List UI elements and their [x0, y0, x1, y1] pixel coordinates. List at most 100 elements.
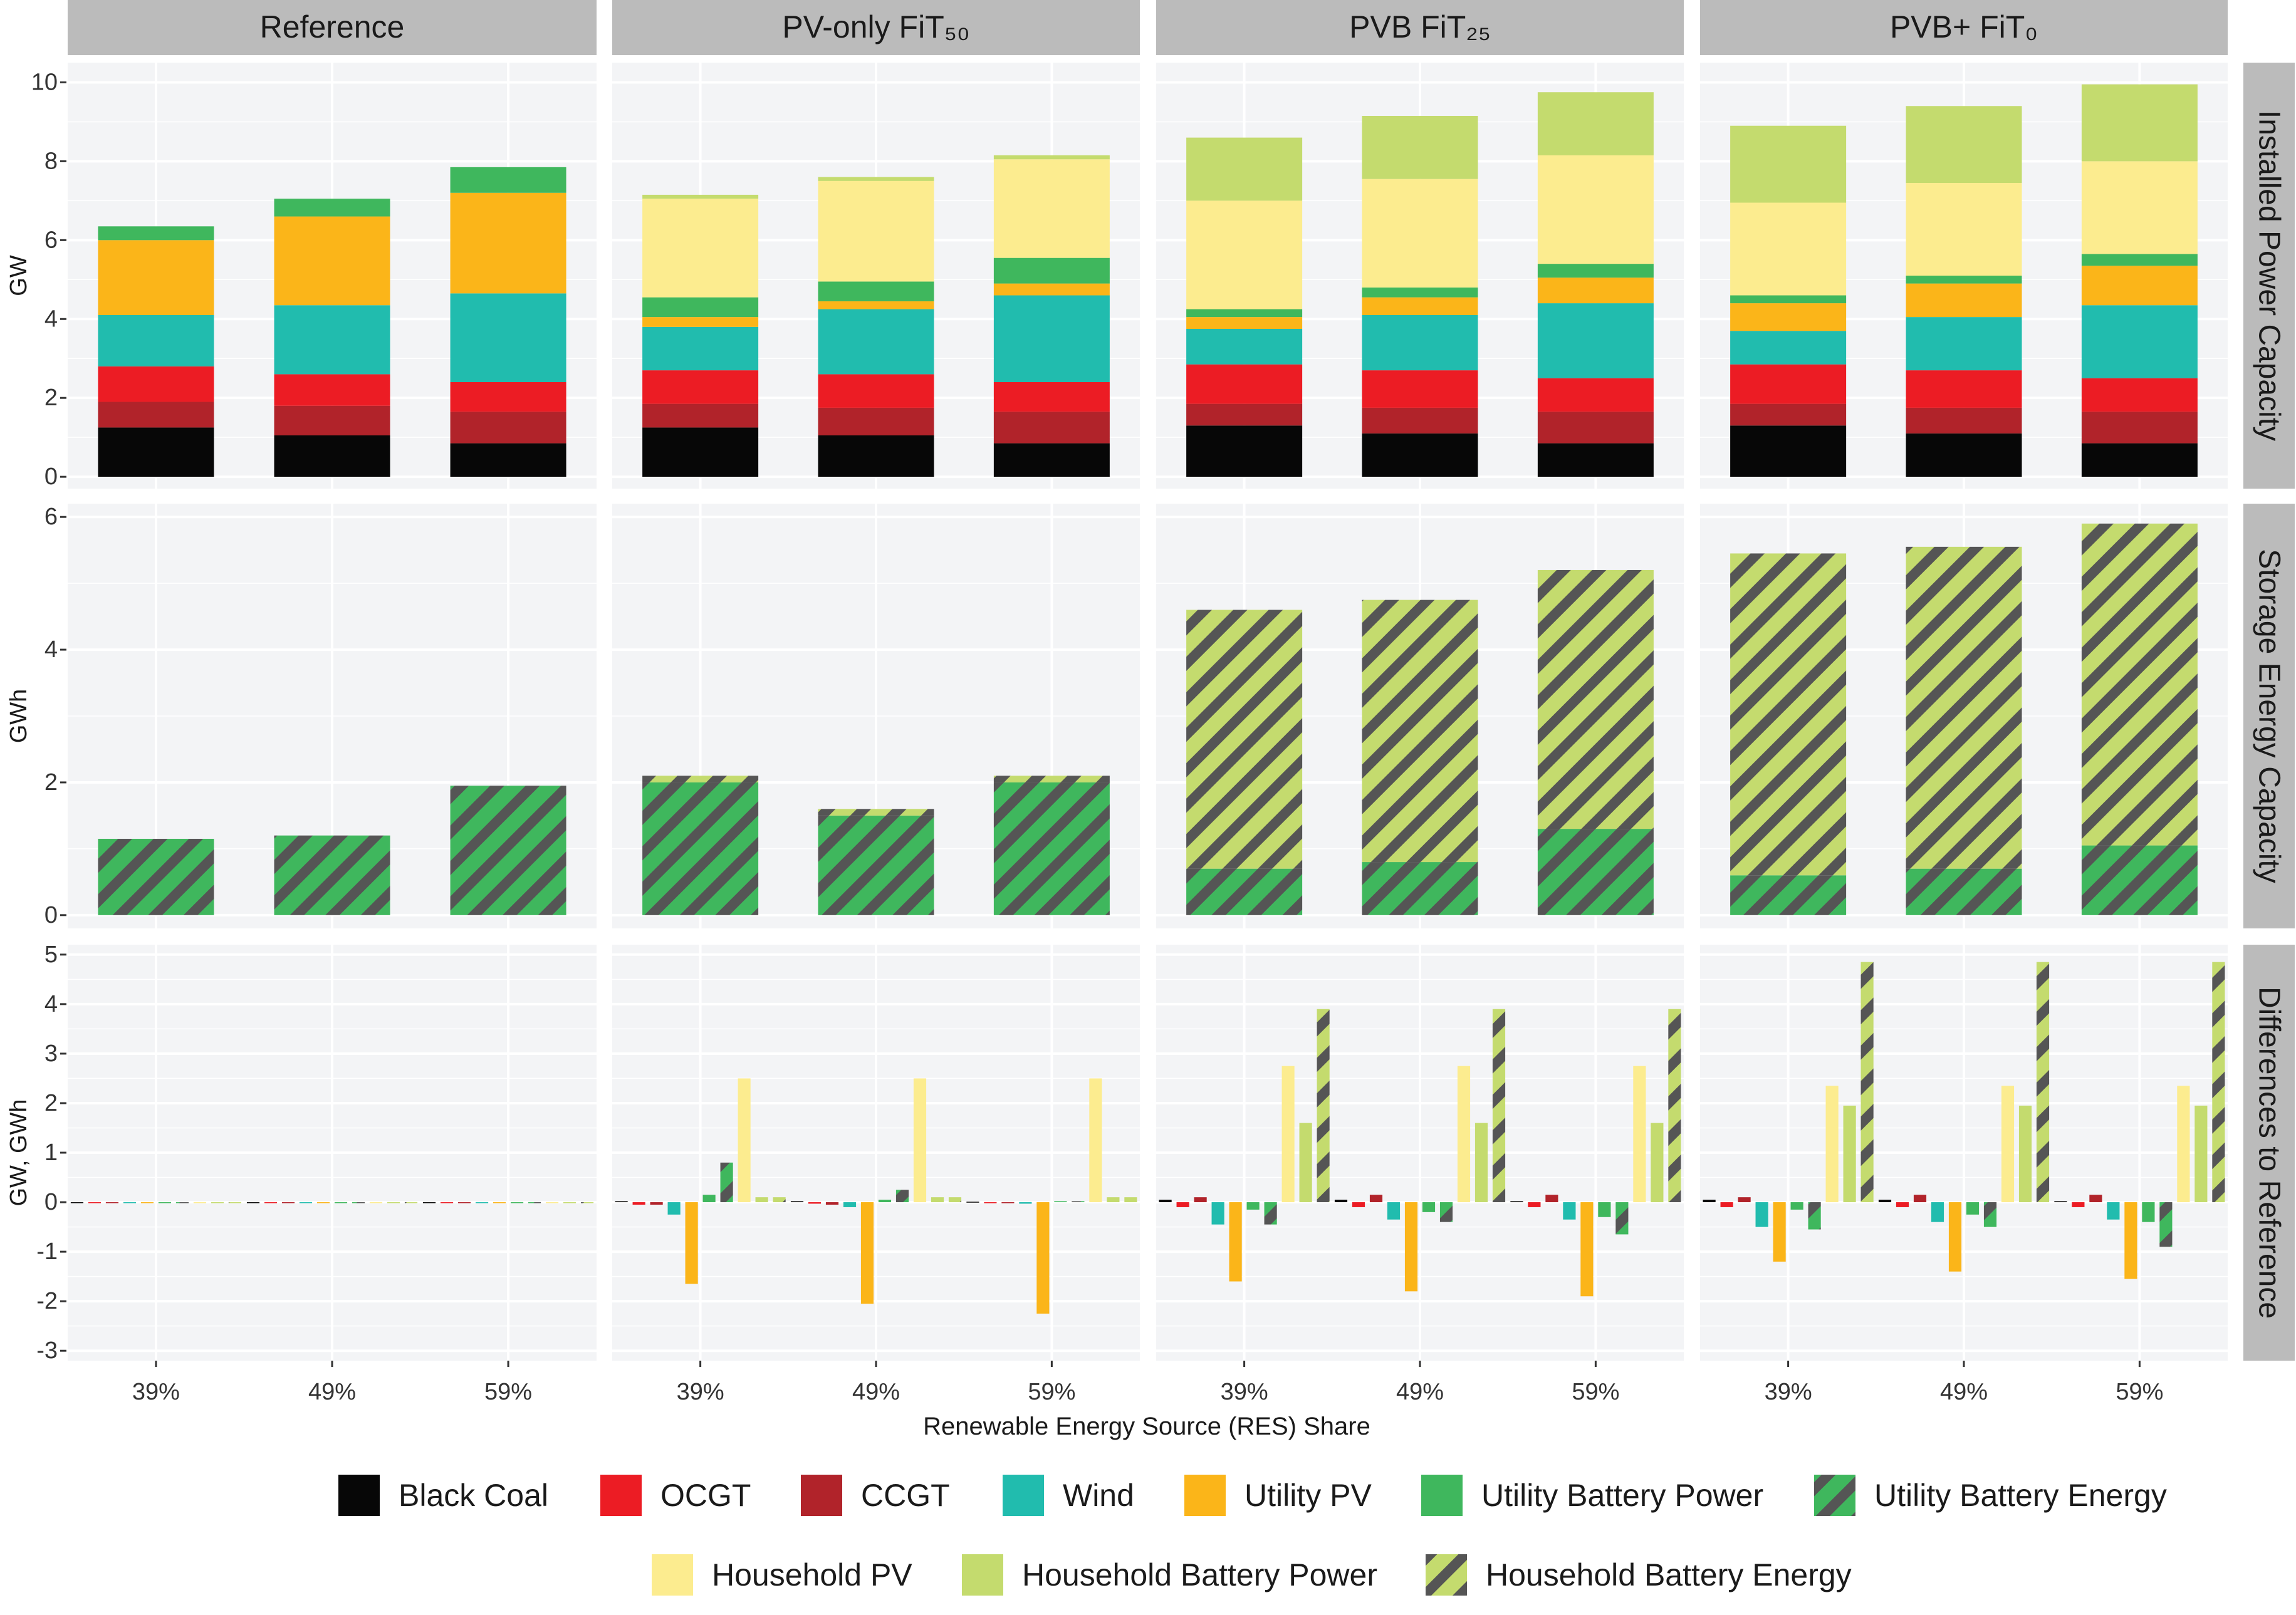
bar-utility-pv — [1948, 1202, 1962, 1272]
bar-ccgt — [642, 403, 759, 428]
bar-ocgt — [450, 382, 566, 412]
bar-utility-battery-power — [1598, 1202, 1611, 1217]
bar-ccgt — [1362, 407, 1478, 434]
legend-item-household-battery-energy: Household Battery Energy — [1426, 1554, 1852, 1596]
panel-title: Reference — [260, 9, 405, 44]
bar-black-coal — [1730, 425, 1847, 477]
bar-black-coal — [615, 1201, 628, 1203]
row-strip-label: Storage Energy Capacity — [2253, 549, 2286, 883]
panel-strip-1 — [68, 0, 597, 55]
x-tick-label: 59% — [484, 1379, 532, 1405]
bar-wind — [1931, 1202, 1944, 1222]
y-tick-label: -1 — [36, 1239, 58, 1265]
bar-household-battery-power — [563, 1202, 577, 1203]
row-strip-1 — [2243, 63, 2295, 489]
bar-household-pv — [1730, 202, 1847, 296]
bar-black-coal — [1510, 1201, 1523, 1203]
legend-label: Household PV — [712, 1557, 912, 1592]
bar-ocgt — [98, 366, 214, 402]
bar-household-battery-energy — [1860, 962, 1874, 1203]
bar-ocgt — [1906, 370, 2022, 408]
bar-household-battery-energy — [1730, 553, 1847, 876]
bar-ocgt — [2072, 1202, 2085, 1207]
bar-household-battery-power — [1186, 137, 1303, 201]
bar-utility-pv — [818, 301, 934, 309]
bar-ccgt — [98, 402, 214, 428]
bar-utility-battery-energy — [1983, 1202, 1997, 1227]
bar-household-pv — [993, 159, 1110, 258]
bar-household-battery-power — [1362, 116, 1478, 179]
y-axis-label: GWh — [6, 689, 32, 744]
bar-utility-battery-energy — [1362, 862, 1478, 915]
y-tick-label: -3 — [36, 1337, 58, 1364]
bar-household-battery-power — [1651, 1123, 1664, 1203]
panel-strip-3 — [1156, 0, 1684, 55]
bar-ocgt — [1352, 1202, 1365, 1207]
y-tick-label: 0 — [44, 1189, 58, 1215]
legend-swatch — [600, 1475, 642, 1516]
bar-ocgt — [1896, 1202, 1909, 1207]
bar-household-pv — [2081, 161, 2198, 254]
y-tick-label: 6 — [44, 504, 58, 530]
bar-utility-pv — [1730, 303, 1847, 331]
bar-ccgt — [1913, 1195, 1927, 1203]
bar-household-battery-power — [1730, 125, 1847, 203]
bar-utility-battery-energy — [1072, 1201, 1085, 1203]
bar-black-coal — [450, 443, 566, 477]
bar-ccgt — [650, 1202, 663, 1205]
x-tick-label: 59% — [1028, 1379, 1075, 1405]
bar-ocgt — [1186, 364, 1303, 404]
bar-utility-pv — [993, 283, 1110, 296]
legend-item-wind: Wind — [1003, 1475, 1134, 1516]
panel-strip-4 — [1700, 0, 2228, 55]
bar-household-pv — [1906, 183, 2022, 276]
bar-household-battery-energy — [773, 1197, 786, 1203]
bar-black-coal — [1537, 443, 1654, 477]
bar-utility-battery-energy — [895, 1190, 909, 1203]
bar-household-battery-power — [931, 1197, 944, 1203]
panel-title: PVB+ FiT₀ — [1890, 9, 2038, 44]
bar-black-coal — [642, 427, 759, 477]
bar-black-coal — [1703, 1200, 1716, 1203]
bar-ocgt — [1528, 1202, 1541, 1207]
bar-utility-battery-power — [274, 199, 390, 217]
y-tick-label: 5 — [44, 942, 58, 968]
bar-utility-pv — [685, 1202, 698, 1284]
bar-ccgt — [450, 412, 566, 444]
bar-ccgt — [2081, 412, 2198, 444]
bar-utility-battery-power — [1186, 309, 1303, 318]
legend-label: OCGT — [660, 1478, 751, 1513]
bar-ccgt — [1906, 407, 2022, 434]
bar-ocgt — [1362, 370, 1478, 408]
bar-utility-pv — [493, 1202, 506, 1203]
bar-utility-battery-energy — [1439, 1202, 1453, 1222]
bar-household-battery-power — [2194, 1105, 2208, 1203]
bar-black-coal — [818, 435, 934, 477]
bar-ocgt — [1176, 1202, 1189, 1207]
bar-household-battery-power — [387, 1202, 400, 1203]
bar-wind — [450, 293, 566, 382]
legend-label: Household Battery Power — [1022, 1557, 1377, 1592]
bar-wind — [1563, 1202, 1576, 1220]
bar-utility-pv — [1580, 1202, 1594, 1297]
bar-black-coal — [2054, 1201, 2067, 1203]
bar-black-coal — [1878, 1200, 1892, 1203]
bar-utility-battery-energy — [720, 1162, 733, 1203]
x-tick-label: 39% — [677, 1379, 724, 1405]
x-tick-label: 59% — [1572, 1379, 1619, 1405]
bar-household-battery-energy — [2081, 523, 2198, 846]
bar-ocgt — [984, 1202, 997, 1203]
bar-ccgt — [1738, 1197, 1751, 1203]
bar-ocgt — [993, 382, 1110, 412]
legend-item-ccgt: CCGT — [801, 1475, 950, 1516]
bar-wind — [1755, 1202, 1768, 1227]
bar-utility-pv — [2081, 266, 2198, 306]
legend-item-utility-battery-power: Utility Battery Power — [1421, 1475, 1763, 1516]
bar-ccgt — [993, 412, 1110, 444]
bar-wind — [1186, 329, 1303, 365]
bar-household-battery-power — [2018, 1105, 2032, 1203]
legend-swatch — [801, 1475, 842, 1516]
bar-household-battery-energy — [1186, 610, 1303, 869]
bar-ccgt — [825, 1202, 839, 1205]
